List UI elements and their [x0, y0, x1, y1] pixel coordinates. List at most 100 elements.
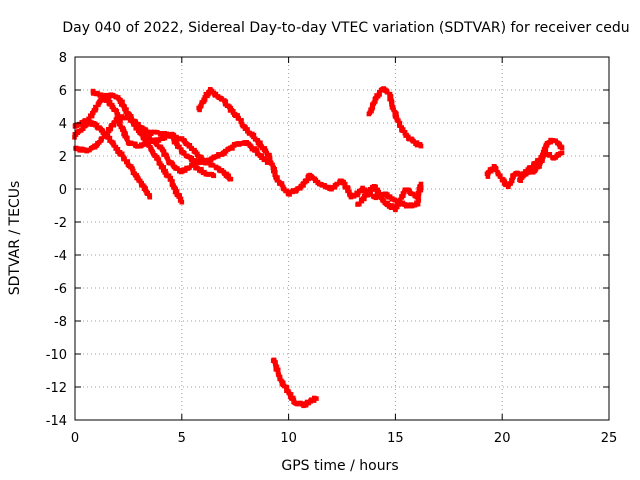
data-point [179, 199, 185, 205]
data-point [334, 182, 340, 187]
data-point [111, 120, 117, 125]
data-point [559, 150, 565, 155]
chart-title: Day 040 of 2022, Sidereal Day-to-day VTE… [62, 20, 629, 36]
data-point [184, 153, 190, 159]
data-point [394, 111, 399, 117]
data-point [125, 137, 130, 142]
data-point [98, 92, 104, 97]
series-track-9 [270, 357, 319, 409]
data-point [202, 95, 208, 101]
data-point [231, 109, 236, 114]
x-tick-label: 20 [494, 431, 511, 446]
data-point [187, 165, 192, 170]
data-point [124, 107, 129, 112]
data-point [162, 132, 167, 138]
data-point [517, 172, 522, 177]
y-tick-label: 0 [59, 183, 67, 198]
data-point [228, 176, 234, 182]
data-point [159, 131, 165, 136]
data-point [376, 189, 381, 195]
data-point [80, 126, 86, 131]
series-track-8 [366, 86, 424, 149]
data-point [238, 141, 243, 146]
data-point [161, 152, 166, 157]
y-tick-label: -6 [54, 282, 67, 297]
y-tick-label: 4 [59, 117, 67, 132]
data-point [287, 190, 292, 195]
data-point [89, 113, 95, 119]
data-point [120, 99, 125, 105]
data-point [391, 107, 396, 113]
data-point [85, 122, 90, 127]
y-tick-label: 6 [59, 84, 67, 99]
x-tick-label: 15 [387, 431, 404, 446]
data-point [108, 126, 114, 132]
data-point [155, 130, 160, 135]
data-point [135, 144, 140, 149]
data-point [507, 181, 512, 186]
data-point [93, 104, 98, 110]
data-point [168, 160, 173, 166]
data-point [212, 93, 218, 98]
data-point [267, 152, 272, 158]
data-point [397, 197, 403, 203]
data-point [210, 163, 216, 168]
data-point [523, 169, 528, 174]
data-point [418, 143, 424, 149]
data-point [543, 149, 549, 154]
data-point [176, 144, 182, 150]
data-point [311, 398, 317, 403]
data-point [388, 94, 394, 99]
data-point [559, 145, 565, 150]
data-point [150, 138, 155, 143]
data-point [410, 203, 415, 209]
data-point [342, 185, 348, 190]
data-point [405, 202, 411, 208]
data-point [356, 201, 362, 207]
data-point [414, 140, 420, 145]
data-point [104, 98, 109, 103]
data-point [370, 105, 376, 110]
data-point [392, 197, 397, 203]
data-point [110, 92, 116, 98]
data-point [174, 189, 180, 194]
data-point [182, 168, 188, 173]
data-point [493, 167, 499, 173]
data-point [138, 130, 143, 136]
data-point [270, 162, 275, 168]
data-point [384, 89, 390, 94]
series-track-5 [136, 123, 270, 166]
data-point [235, 113, 240, 118]
data-point [91, 91, 96, 96]
data-point [86, 116, 92, 122]
data-point [403, 187, 409, 193]
data-point [207, 171, 212, 177]
data-point [351, 192, 357, 198]
data-point [211, 173, 217, 179]
y-tick-label: -12 [46, 381, 67, 396]
data-points-layer [72, 86, 565, 409]
data-point [186, 144, 192, 149]
data-point [547, 153, 552, 158]
data-point [319, 183, 325, 188]
series-track-7 [355, 184, 420, 213]
data-point [254, 147, 259, 153]
data-point [147, 194, 153, 200]
data-point [485, 174, 491, 179]
x-axis-label: GPS time / hours [281, 458, 398, 474]
data-point [115, 112, 121, 117]
series-track-6 [196, 87, 424, 209]
data-point [330, 185, 335, 190]
y-tick-label: -10 [46, 348, 67, 363]
y-axis-label: SDTVAR / TECUs [7, 181, 23, 296]
data-point [247, 131, 252, 136]
data-point [148, 131, 154, 136]
data-point [189, 146, 194, 151]
data-point [418, 187, 424, 193]
x-tick-label: 25 [601, 431, 618, 446]
data-point [550, 138, 556, 143]
data-point [259, 155, 264, 160]
data-point [389, 99, 394, 105]
